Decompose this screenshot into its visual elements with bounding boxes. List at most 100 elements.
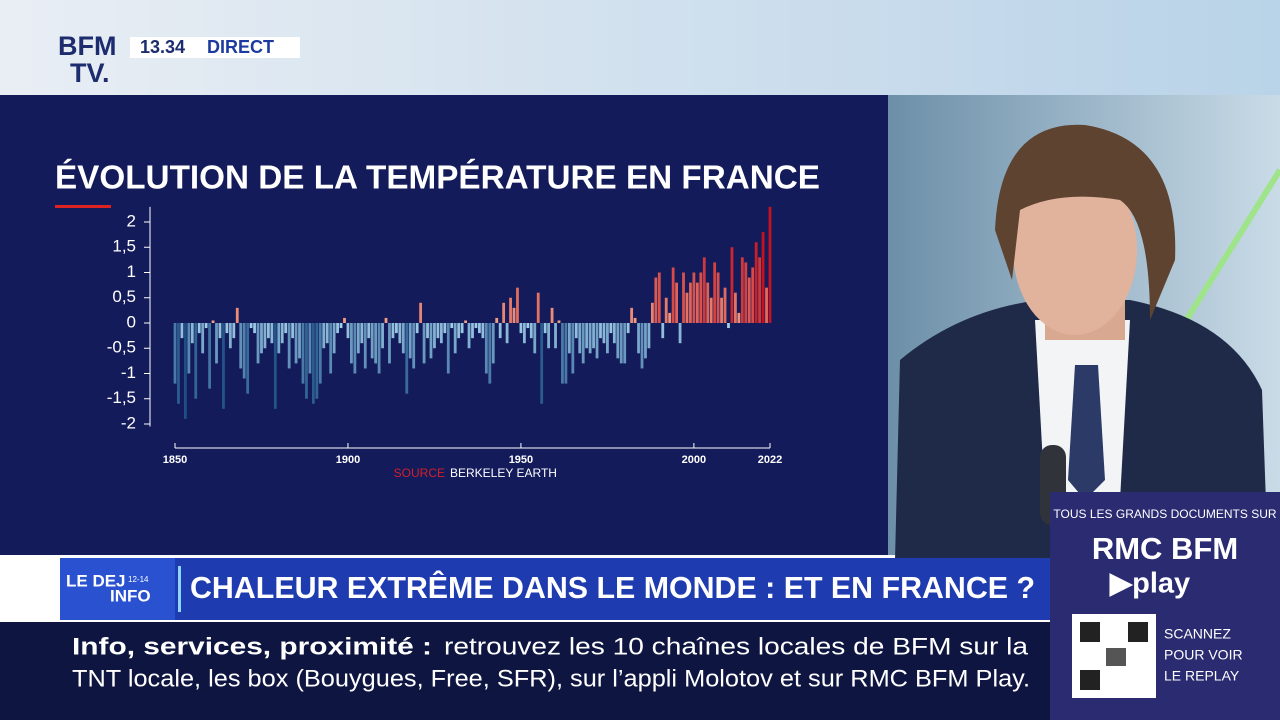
- bar: [325, 323, 329, 344]
- bar: [758, 257, 762, 323]
- bar: [581, 323, 585, 364]
- bar: [557, 320, 561, 323]
- bar: [567, 323, 571, 354]
- bar: [273, 323, 277, 409]
- bar: [228, 323, 232, 349]
- y-tick-label: -2: [121, 413, 136, 432]
- bar: [183, 323, 187, 419]
- bar: [706, 282, 710, 323]
- bar: [177, 323, 180, 404]
- bar: [678, 323, 682, 344]
- promo-cta: POUR VOIR: [1164, 647, 1243, 663]
- bar: [329, 323, 333, 374]
- promo-cta: LE REPLAY: [1164, 668, 1240, 684]
- bar: [592, 323, 595, 349]
- y-tick-label: 0,5: [112, 287, 136, 306]
- bar: [218, 323, 222, 339]
- bar: [246, 323, 250, 394]
- x-tick-label: 1850: [163, 454, 187, 466]
- bar: [401, 323, 405, 354]
- bar: [457, 323, 461, 339]
- bar: [616, 323, 620, 359]
- qr-code: [1080, 670, 1100, 690]
- bar: [664, 297, 668, 323]
- logo: BFM: [58, 31, 116, 61]
- bar: [336, 323, 339, 334]
- bar: [377, 323, 381, 374]
- bar: [505, 323, 509, 344]
- bar: [284, 323, 288, 334]
- bar: [194, 323, 198, 399]
- bar: [675, 282, 678, 323]
- bar: [343, 317, 346, 323]
- bar: [208, 323, 211, 389]
- bar: [695, 282, 699, 323]
- bar: [332, 323, 336, 354]
- bar: [647, 323, 651, 349]
- bar: [405, 323, 409, 394]
- bar: [232, 323, 236, 339]
- bar: [474, 323, 478, 329]
- bar: [433, 323, 436, 349]
- title-accent: [55, 205, 111, 208]
- source: BERKELEY EARTH: [450, 466, 557, 480]
- bar: [464, 320, 467, 323]
- bar: [481, 323, 485, 339]
- bar: [612, 323, 616, 344]
- bar: [408, 323, 412, 359]
- bar: [291, 323, 295, 339]
- bar: [318, 323, 322, 384]
- bar: [197, 323, 201, 334]
- bar: [235, 307, 239, 323]
- bar: [294, 323, 298, 364]
- bar: [353, 323, 357, 374]
- bar: [630, 307, 634, 323]
- chart-title: ÉVOLUTION DE LA TEMPÉRATURE EN FRANCE: [55, 159, 820, 196]
- bar: [751, 267, 755, 323]
- y-tick-label: -0,5: [107, 338, 136, 357]
- bar: [260, 323, 263, 354]
- bar: [249, 323, 253, 329]
- bar: [419, 302, 423, 323]
- bar: [453, 323, 457, 354]
- bar: [256, 323, 260, 364]
- promo-brand: RMC BFM: [1092, 531, 1238, 566]
- bar: [422, 323, 426, 364]
- bar: [585, 323, 589, 349]
- bar: [720, 297, 723, 323]
- separator: [178, 566, 181, 612]
- ticker-text: TNT locale, les box (Bouygues, Free, SFR…: [72, 665, 1030, 692]
- bar: [747, 277, 751, 323]
- promo-play: ▶play: [1109, 568, 1190, 600]
- bar: [308, 323, 312, 374]
- bar: [512, 307, 516, 323]
- bar: [426, 323, 429, 339]
- bar: [263, 323, 267, 349]
- bar: [668, 312, 672, 323]
- bar: [471, 323, 474, 339]
- bar: [370, 323, 374, 359]
- headline: CHALEUR EXTRÊME DANS LE MONDE : ET EN FR…: [190, 569, 1035, 605]
- bar: [305, 323, 308, 399]
- bar: [204, 323, 208, 329]
- bar: [536, 292, 540, 323]
- bar: [574, 323, 578, 339]
- bar: [201, 323, 205, 354]
- bar: [484, 323, 488, 374]
- bar: [356, 323, 360, 354]
- bar: [571, 323, 575, 374]
- bar: [550, 307, 554, 323]
- bar: [516, 287, 519, 323]
- bar: [561, 323, 564, 384]
- bar: [661, 323, 665, 339]
- bar: [180, 323, 184, 339]
- bar: [578, 323, 582, 354]
- bar: [637, 323, 640, 354]
- bar: [606, 323, 609, 354]
- bar: [267, 323, 270, 339]
- chart: 2 1,5 1 0,5 0 -0,5 -1 -1,5 -2 1850 1900 1950 2000 202…: [107, 206, 782, 466]
- bar: [522, 323, 526, 344]
- bar: [450, 323, 454, 329]
- bar: [173, 323, 177, 384]
- bar: [640, 323, 644, 369]
